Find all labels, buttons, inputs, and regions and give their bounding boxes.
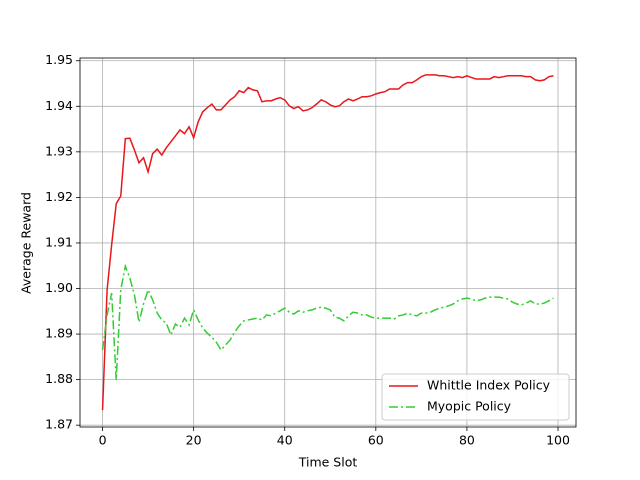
x-tick-label: 60 [368, 433, 384, 448]
y-tick-label: 1.90 [45, 280, 73, 295]
legend-label: Whittle Index Policy [427, 378, 551, 393]
y-axis-label: Average Reward [19, 192, 34, 294]
y-tick-label: 1.92 [45, 189, 73, 204]
x-tick-label: 0 [99, 433, 107, 448]
y-tick-label: 1.95 [45, 52, 73, 67]
y-tick-label: 1.87 [45, 417, 73, 432]
legend-label: Myopic Policy [427, 399, 512, 414]
y-tick-label: 1.94 [45, 98, 73, 113]
x-tick-label: 20 [186, 433, 202, 448]
plot-frame [79, 57, 577, 428]
y-tick-label: 1.93 [45, 143, 73, 158]
x-tick-label: 100 [546, 433, 570, 448]
x-axis-label: Time Slot [298, 455, 358, 470]
y-tick-label: 1.89 [45, 326, 73, 341]
legend-box [381, 373, 570, 421]
y-tick-label: 1.91 [45, 234, 73, 249]
x-tick-label: 80 [459, 433, 475, 448]
series-line [101, 74, 554, 411]
y-tick-label: 1.88 [45, 371, 73, 386]
x-tick-label: 40 [277, 433, 293, 448]
series-line [101, 263, 554, 381]
